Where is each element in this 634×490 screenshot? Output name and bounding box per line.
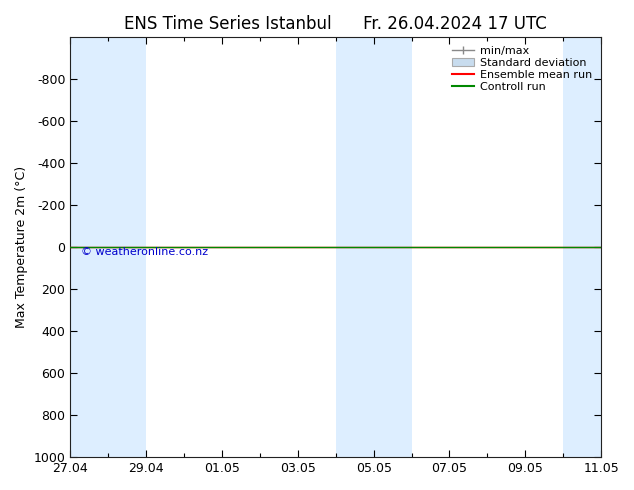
Bar (70, 37, 108, 457)
Bar (336, 37, 373, 457)
Legend: min/max, Standard deviation, Ensemble mean run, Controll run: min/max, Standard deviation, Ensemble me… (449, 43, 595, 95)
Y-axis label: Max Temperature 2m (°C): Max Temperature 2m (°C) (15, 166, 28, 328)
Bar (108, 37, 146, 457)
Text: © weatheronline.co.nz: © weatheronline.co.nz (81, 247, 208, 257)
Bar (563, 37, 601, 457)
Bar (373, 37, 411, 457)
Title: ENS Time Series Istanbul      Fr. 26.04.2024 17 UTC: ENS Time Series Istanbul Fr. 26.04.2024 … (124, 15, 547, 33)
